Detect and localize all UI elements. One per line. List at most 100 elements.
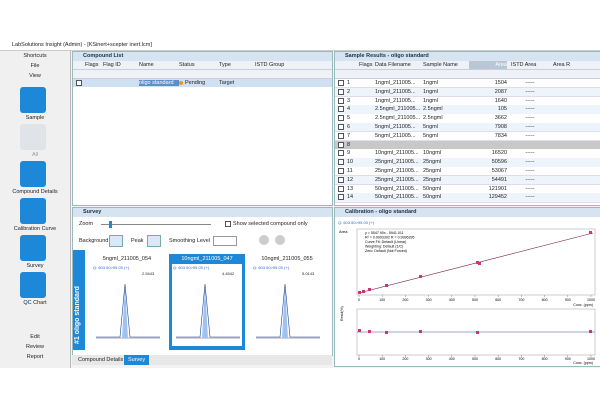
trace-card: 5ngml_211005_054 Q: 603.50>95.00 (+) 2.544… <box>89 254 165 350</box>
point <box>358 291 361 294</box>
tab: Compound Details <box>78 357 124 363</box>
x-tick-label: 0 <box>358 298 360 302</box>
cell-istd: ----- <box>525 150 535 157</box>
x-tick-label: 300 <box>426 298 432 302</box>
tool-icon <box>20 235 46 261</box>
tool-label: All <box>31 152 39 158</box>
show-selected: Show selected compound only <box>233 221 308 227</box>
point <box>589 231 592 234</box>
cell-area: 121901 <box>488 185 507 192</box>
cell-sample: 5ngml <box>423 124 438 130</box>
x-tick-label: 100 <box>379 298 385 302</box>
trace-channel: Q: 603.50>95.00 (+) <box>253 265 290 270</box>
trace-svg <box>176 283 240 339</box>
trace-value: 2.5443 <box>142 271 155 276</box>
chromatogram <box>96 283 160 338</box>
cell-no: 7 <box>347 132 351 139</box>
tool-icon <box>20 272 46 298</box>
column-header: Flags <box>85 62 99 68</box>
app-window: LabSolutions Insight (Admin) - [KSinert+… <box>0 40 600 368</box>
point <box>476 331 479 334</box>
cell-sample: 1ngml <box>423 88 438 95</box>
checkbox <box>338 106 344 113</box>
background-label: Background <box>79 238 109 244</box>
cell-area: 16520 <box>491 150 507 157</box>
cell-istd: ----- <box>525 106 535 113</box>
header-row <box>335 61 600 70</box>
cell-file: 25ngml_211005... <box>375 159 419 166</box>
smoothing-label: Smoothing Level <box>169 238 210 244</box>
filter-row <box>73 70 332 79</box>
checkbox <box>338 124 344 130</box>
table-row: oligo standard Pending Target <box>73 79 332 87</box>
cell-area: 1640 <box>494 97 507 104</box>
equation-line: y = 5547.90x - 5941.011 <box>365 231 404 235</box>
x-tick-label: 200 <box>402 357 408 361</box>
point <box>368 288 371 291</box>
column-header: Sample Name <box>423 62 458 68</box>
cell-area: 7908 <box>494 124 507 130</box>
trace-card: 10ngml_211005_047 Q: 603.50>95.00 (+) 4.45… <box>169 254 245 350</box>
cell-no: 9 <box>347 150 351 157</box>
equation-line: R² = 0.9993392 R = 0.9996395 <box>365 236 415 240</box>
cell-status: Pending <box>185 80 206 86</box>
cell-area: 3662 <box>494 115 507 122</box>
title-bar: LabSolutions Insight (Admin) - [KSinert+… <box>0 40 600 51</box>
cell-sample: 5ngml <box>423 132 438 139</box>
cell-istd: ----- <box>525 168 535 174</box>
cell-area: 7834 <box>494 132 507 139</box>
trace-name: 5ngml_211005_054 <box>102 256 152 262</box>
checkbox <box>225 221 231 227</box>
column-header: Flags <box>359 62 373 68</box>
tool-icon <box>20 124 46 150</box>
cell-istd: ----- <box>525 124 535 130</box>
window-title: LabSolutions Insight (Admin) - [KSinert+… <box>12 42 152 48</box>
cell-sample: 2.5ngml <box>423 115 443 122</box>
point <box>478 262 481 265</box>
cell-sample: 50ngml <box>423 194 442 201</box>
x-tick-label: 1000 <box>587 357 595 361</box>
menu-item: File <box>30 63 40 69</box>
compound-label: #1 oligo standard <box>74 286 81 344</box>
checkbox <box>338 176 344 183</box>
column-header: Type <box>219 62 231 68</box>
cell-type: Target <box>219 80 235 86</box>
cell-istd: ----- <box>525 97 535 104</box>
trace-plot: Q: 603.50>95.00 (+) 4.4542 <box>172 264 242 346</box>
peak-fill <box>122 286 128 338</box>
header-row <box>73 61 332 70</box>
trace-channel: Q: 603.50>95.00 (+) <box>173 265 210 270</box>
menu-item: Review <box>25 344 45 350</box>
column-header: ISTD Area <box>511 62 537 68</box>
checkbox <box>76 80 82 86</box>
checkbox <box>338 88 344 95</box>
cell-area: 1504 <box>494 80 507 86</box>
tool-icon <box>20 161 46 187</box>
checkbox <box>338 80 344 86</box>
cell-sample: 10ngml <box>423 150 442 157</box>
cell-area: 105 <box>497 106 507 113</box>
checkbox <box>338 185 344 192</box>
cell-file: 50ngml_211005... <box>375 194 419 201</box>
point <box>589 330 592 333</box>
tool-label: Calibration Curve <box>13 226 57 232</box>
filter-row <box>335 70 600 79</box>
column-header: Status <box>179 62 195 68</box>
point <box>419 275 422 278</box>
checkbox <box>338 194 344 201</box>
trace-plot: Q: 603.50>95.00 (+) 5.0143 <box>252 264 322 346</box>
panel-title: Survey <box>83 209 102 215</box>
menu-item: Edit <box>30 334 40 340</box>
cell-istd: ----- <box>525 176 535 183</box>
cell-sample: 25ngml <box>423 168 442 174</box>
cell-no: 1 <box>347 80 351 86</box>
checkbox <box>338 159 344 166</box>
menu-item: View <box>29 73 41 79</box>
column-header: Area <box>495 62 507 68</box>
cell-file: 2.5ngml_211005... <box>375 106 421 113</box>
x-tick-label: 800 <box>542 298 548 302</box>
tab: Survey <box>124 355 150 365</box>
equation-line: Zero: Default (Not Forced) <box>365 249 407 253</box>
cell-no: 3 <box>347 97 351 104</box>
